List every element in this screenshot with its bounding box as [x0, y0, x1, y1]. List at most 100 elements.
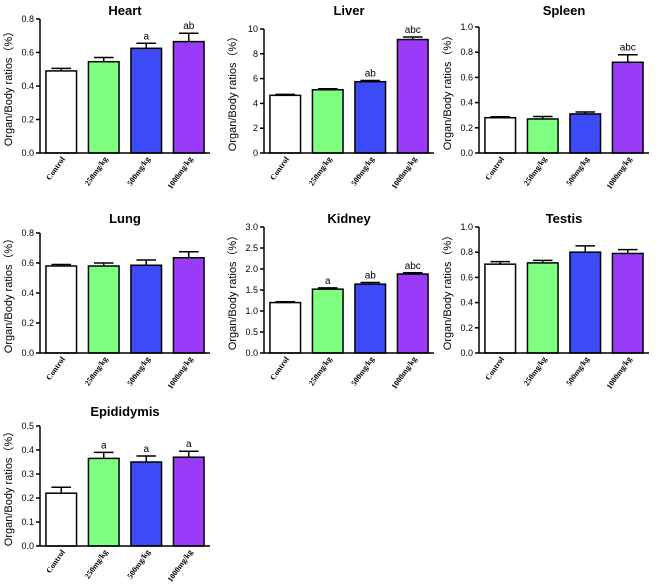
chart-epididymis: Epididymis Organ/Body ratios（%） 0.0 0.1 0.2 0…: [2, 404, 210, 584]
category-label: 500mg/kg: [125, 355, 151, 387]
y-tick-label: 0.2: [21, 115, 34, 125]
category-label: 500mg/kg: [125, 548, 151, 580]
bar-control: [269, 94, 302, 154]
significance-label: ab: [365, 270, 377, 281]
bar-control: [45, 492, 78, 547]
y-tick-label: 0.3: [21, 469, 34, 479]
y-tick-label: 1.0: [245, 306, 258, 316]
bar-500mg-kg: [130, 47, 163, 154]
bar-250mg-kg: [87, 60, 120, 154]
significance-label: ab: [183, 21, 195, 32]
bar-control: [269, 301, 302, 354]
y-tick-label: 10: [248, 24, 258, 34]
chart-title: Epididymis: [90, 404, 159, 419]
y-tick-label: 0.4: [21, 81, 34, 91]
category-label: 250mg/kg: [83, 548, 109, 580]
bar-control: [484, 263, 517, 354]
category-label: Control: [268, 354, 291, 382]
chart-testis: Testis Organ/Body ratios（%） 0.0 0.2 0.4 0.6 0.…: [441, 211, 649, 391]
y-tick-label: 4: [253, 98, 258, 108]
bar-control: [45, 265, 78, 354]
category-label: Control: [483, 154, 506, 182]
y-tick-label: 0: [253, 148, 258, 158]
y-tick-label: 0.5: [245, 327, 258, 337]
y-tick-label: 0.8: [21, 14, 34, 24]
category-label: Control: [44, 154, 67, 182]
bar-1000mg-kg: [172, 257, 205, 354]
y-tick-label: 0.0: [21, 148, 34, 158]
bar-1000mg-kg: [611, 61, 644, 154]
bar-500mg-kg: [130, 264, 163, 354]
chart-title: Testis: [546, 211, 583, 226]
bar-500mg-kg: [130, 461, 163, 547]
y-tick-label: 0.6: [460, 72, 473, 82]
chart-spleen: Spleen Organ/Body ratios（%） 0.0 0.2 0.4 0.6 0.…: [441, 3, 649, 191]
y-axis-label: Organ/Body ratios（%）: [441, 30, 454, 150]
y-axis-label: Organ/Body ratios（%）: [226, 230, 239, 350]
bar-1000mg-kg: [396, 273, 429, 354]
y-tick-label: 0.0: [460, 348, 473, 358]
y-tick-label: 0.2: [460, 323, 473, 333]
y-tick-label: 3.0: [245, 222, 258, 232]
y-tick-label: 0.0: [460, 148, 473, 158]
y-tick-label: 0.2: [460, 123, 473, 133]
bar-500mg-kg: [354, 283, 387, 354]
bar-500mg-kg: [569, 113, 602, 154]
category-label: Control: [44, 547, 67, 575]
category-label: 1000mg/kg: [166, 548, 195, 584]
chart-lung: Lung Organ/Body ratios（%） 0.0 0.2 0.4 0.6 0.8 C…: [2, 211, 210, 391]
category-label: 500mg/kg: [349, 155, 375, 187]
category-label: 250mg/kg: [307, 155, 333, 187]
category-label: 1000mg/kg: [166, 355, 195, 391]
chart-title: Kidney: [327, 211, 371, 226]
bar-control: [484, 116, 517, 154]
y-axis-label: Organ/Body ratios（%）: [226, 31, 239, 151]
y-tick-label: 2.5: [245, 243, 258, 253]
y-tick-label: 0.5: [21, 421, 34, 431]
y-tick-label: 0.8: [460, 47, 473, 57]
category-label: 1000mg/kg: [605, 355, 634, 391]
y-tick-label: 0.8: [21, 228, 34, 238]
category-label: 500mg/kg: [564, 155, 590, 187]
category-label: 1000mg/kg: [166, 155, 195, 191]
chart-liver: Liver Organ/Body ratios（%） 0 2 4 6 8 10 Control 2…: [226, 3, 434, 191]
chart-title: Lung: [109, 211, 141, 226]
significance-label: abc: [620, 43, 636, 54]
y-tick-label: 1.0: [460, 22, 473, 32]
chart-heart: Heart Organ/Body ratios（%） 0.0 0.2 0.4 0.6 0.8…: [2, 3, 210, 191]
y-tick-label: 0.2: [21, 318, 34, 328]
bar-250mg-kg: [526, 118, 559, 154]
bar-1000mg-kg: [172, 456, 205, 547]
significance-label: ab: [365, 68, 377, 79]
chart-title: Liver: [333, 3, 364, 18]
category-label: Control: [44, 354, 67, 382]
y-tick-label: 0.8: [460, 247, 473, 257]
significance-label: a: [325, 276, 331, 287]
bar-1000mg-kg: [611, 252, 644, 354]
y-tick-label: 0.0: [245, 348, 258, 358]
significance-label: a: [186, 439, 192, 450]
category-label: 250mg/kg: [522, 355, 548, 387]
chart-title: Spleen: [543, 3, 586, 18]
y-axis-label: Organ/Body ratios（%）: [441, 230, 454, 350]
y-tick-label: 0.6: [460, 272, 473, 282]
category-label: 250mg/kg: [307, 355, 333, 387]
significance-label: a: [101, 440, 107, 451]
bar-500mg-kg: [569, 251, 602, 354]
bar-control: [45, 70, 78, 154]
y-tick-label: 0.4: [460, 298, 473, 308]
bar-250mg-kg: [87, 265, 120, 354]
y-tick-label: 8: [253, 49, 258, 59]
y-tick-label: 0.0: [21, 541, 34, 551]
y-axis-label: Organ/Body ratios（%）: [2, 426, 15, 546]
y-axis-label: Organ/Body ratios（%）: [2, 26, 15, 146]
y-tick-label: 1.5: [245, 285, 258, 295]
y-tick-label: 2.0: [245, 264, 258, 274]
y-tick-label: 6: [253, 74, 258, 84]
category-label: 1000mg/kg: [390, 355, 419, 391]
y-tick-label: 0.6: [21, 258, 34, 268]
y-tick-label: 0.1: [21, 517, 34, 527]
significance-label: a: [143, 444, 149, 455]
significance-label: abc: [405, 25, 421, 36]
